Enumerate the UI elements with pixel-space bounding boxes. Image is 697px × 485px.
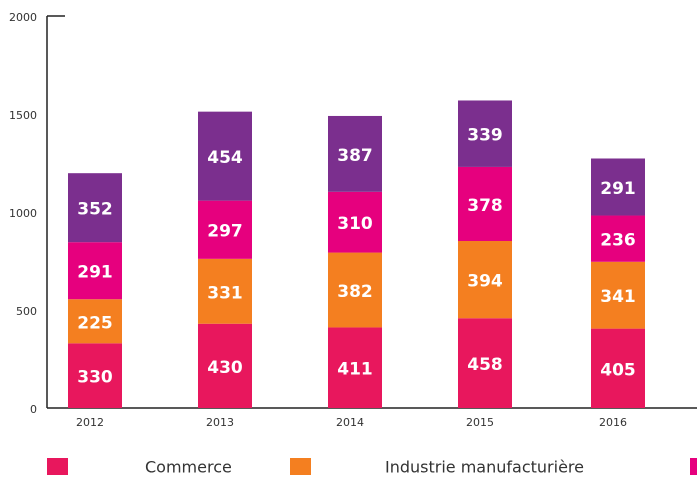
bar-segment (198, 323, 252, 408)
x-tick-label: 2016 (599, 416, 627, 429)
y-tick-label: 0 (30, 403, 37, 416)
bar-segment (328, 115, 382, 192)
x-tick-label: 2015 (466, 416, 494, 429)
data-label: 330 (77, 368, 113, 388)
data-label: 411 (337, 360, 373, 380)
data-label: 236 (600, 231, 636, 251)
data-label: 394 (467, 272, 503, 292)
data-label: 291 (600, 179, 636, 199)
data-label: 310 (337, 214, 373, 234)
data-label: 339 (467, 126, 503, 146)
x-tick-label: 2012 (76, 416, 104, 429)
bar-segment (68, 343, 122, 408)
legend-label: Industrie manufacturière (385, 458, 584, 477)
legend-swatch (690, 458, 697, 475)
y-tick-label: 2000 (9, 11, 37, 24)
bar-segment (328, 252, 382, 328)
bar-segment (458, 318, 512, 408)
bar-segment (591, 328, 645, 408)
data-label: 405 (600, 360, 636, 380)
bar-segment (198, 200, 252, 259)
bar-segment (328, 191, 382, 253)
data-label: 382 (337, 282, 373, 302)
bar-segment (591, 158, 645, 216)
legend-label: Commerce (145, 458, 232, 477)
data-label: 430 (207, 358, 243, 378)
legend-swatch (47, 458, 68, 475)
data-label: 291 (77, 263, 113, 283)
bar-segment (198, 258, 252, 324)
data-label: 454 (207, 148, 243, 168)
bar-segment (68, 173, 122, 243)
bar-segment (328, 327, 382, 408)
bar-segment (458, 241, 512, 319)
bar-segment (591, 261, 645, 329)
data-label: 341 (600, 287, 636, 307)
y-tick-label: 1000 (9, 207, 37, 220)
data-label: 387 (337, 146, 373, 166)
data-label: 297 (207, 222, 243, 242)
data-label: 331 (207, 283, 243, 303)
legend-swatch (290, 458, 311, 475)
y-tick-label: 1500 (9, 109, 37, 122)
bar-segment (198, 111, 252, 201)
y-tick-label: 500 (16, 305, 37, 318)
x-tick-label: 2014 (336, 416, 364, 429)
x-tick-label: 2013 (206, 416, 234, 429)
bar-segment (68, 242, 122, 300)
data-label: 378 (467, 196, 503, 216)
bar-segment (458, 100, 512, 167)
bar-segment (591, 215, 645, 262)
bar-segment (68, 299, 122, 344)
data-label: 458 (467, 355, 503, 375)
bar-segment (458, 166, 512, 242)
data-label: 352 (77, 200, 113, 220)
data-label: 225 (77, 313, 113, 333)
